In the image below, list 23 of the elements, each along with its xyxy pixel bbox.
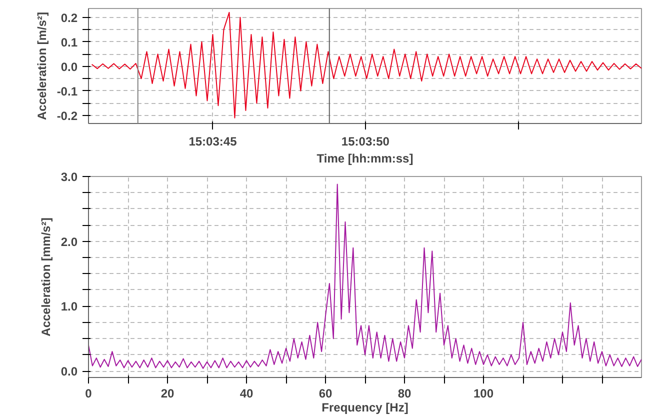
x-tick-label: 15:03:50	[341, 134, 390, 148]
y-tick-label: 0.1	[60, 35, 78, 50]
x-tick-label: 80	[398, 386, 412, 400]
y-tick-label: 2.0	[60, 234, 78, 249]
y-tick-label: 0.0	[60, 60, 78, 74]
x-tick-label: 0	[85, 386, 92, 400]
x-axis-title: Frequency [Hz]	[322, 400, 408, 414]
y-axis-title: Acceleration [m/s²]	[34, 12, 49, 120]
y-tick-label: -0.1	[56, 84, 78, 98]
y-axis-title: Acceleration [mm/s²]	[38, 218, 53, 336]
line-series	[88, 184, 642, 369]
y-tick-label: -0.2	[56, 108, 78, 123]
y-tick-label: 1.0	[60, 300, 78, 314]
x-tick-label: 20	[160, 386, 174, 400]
y-tick-label: 0.0	[60, 364, 78, 379]
x-tick-label: 40	[240, 386, 254, 400]
y-tick-label: 3.0	[60, 170, 78, 184]
line-series	[91, 12, 642, 118]
x-tick-label: 60	[318, 386, 332, 400]
y-tick-label: 0.2	[60, 10, 78, 25]
x-tick-label: 100	[473, 386, 494, 400]
x-tick-label: 15:03:45	[188, 134, 238, 148]
x-axis-title: Time [hh:mm:ss]	[316, 152, 414, 166]
